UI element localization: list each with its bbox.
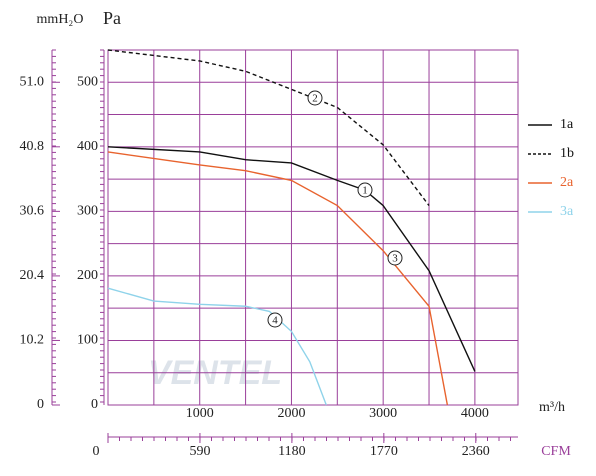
curve: [107, 151, 449, 406]
annotation: 2: [312, 93, 318, 105]
curve: [107, 287, 327, 406]
y-tick-label: 0: [91, 397, 98, 412]
y-tick-label: 200: [77, 268, 98, 283]
y2-tick-label: 0: [37, 397, 44, 412]
y-axis-label: Pa: [103, 8, 121, 28]
annotation-circle: [267, 312, 283, 328]
x2-tick-label: 590: [189, 444, 210, 459]
annotation-circle: [387, 250, 403, 266]
x-tick-label: 1000: [186, 406, 214, 421]
x-tick-label: 4000: [461, 406, 489, 421]
x2-tick-label: 0: [93, 444, 100, 459]
y-tick-label: 100: [77, 333, 98, 348]
y2-tick-label: 30.6: [20, 204, 45, 219]
y-tick-label: 500: [77, 74, 98, 89]
y2-axis-label: mmH₂O: [37, 12, 84, 27]
curve: [107, 146, 476, 372]
x2-tick-label: 2360: [462, 444, 490, 459]
curve: [107, 49, 430, 206]
x-tick-label: 2000: [277, 406, 305, 421]
x2-axis-label: CFM: [541, 444, 571, 459]
x-tick-label: 3000: [369, 406, 397, 421]
legend-label: 3a: [560, 204, 574, 219]
y2-tick-label: 20.4: [20, 268, 45, 283]
annotation-circle: [357, 182, 373, 198]
y2-tick-label: 51.0: [20, 74, 45, 89]
y-tick-label: 300: [77, 204, 98, 219]
annotation: 1: [362, 185, 368, 197]
x2-tick-label: 1180: [278, 444, 305, 459]
y2-tick-label: 40.8: [20, 139, 45, 154]
annotation: 4: [272, 315, 278, 327]
annotation: 3: [392, 253, 398, 265]
legend-label: 1a: [560, 117, 574, 132]
legend-label: 2a: [560, 175, 574, 190]
annotation-circle: [307, 90, 323, 106]
y2-tick-label: 10.2: [20, 333, 45, 348]
x2-tick-label: 1770: [370, 444, 398, 459]
legend-label: 1b: [560, 146, 574, 161]
x-axis-label: m³/h: [539, 400, 565, 415]
y-tick-label: 400: [77, 139, 98, 154]
